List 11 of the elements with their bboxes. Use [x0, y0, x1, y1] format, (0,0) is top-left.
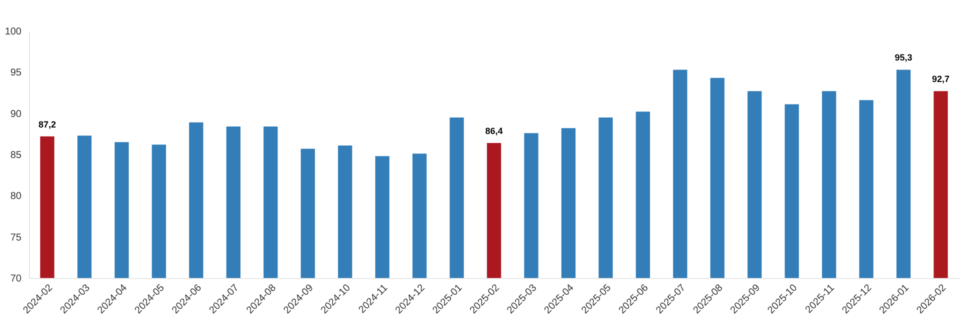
- data-label: 92,7: [932, 74, 950, 84]
- data-label: 87,2: [38, 119, 56, 130]
- y-tick-label: 100: [4, 26, 22, 38]
- y-tick-label: 95: [10, 68, 22, 79]
- y-tick-label: 85: [10, 150, 22, 161]
- y-tick-label: 80: [10, 191, 22, 202]
- y-tick-label: 70: [10, 274, 22, 284]
- data-label: 95,3: [894, 52, 912, 63]
- y-tick-label: 75: [10, 232, 22, 244]
- y-tick-label: 90: [10, 108, 22, 120]
- data-label: 86,4: [485, 126, 503, 136]
